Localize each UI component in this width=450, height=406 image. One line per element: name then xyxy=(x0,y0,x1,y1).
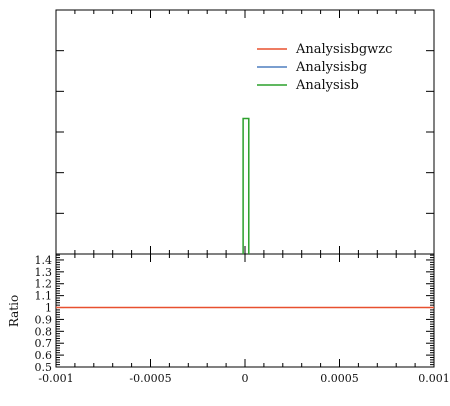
ratio-y-axis-label: Ratio xyxy=(7,295,21,327)
x-tick-label: 0 xyxy=(242,372,249,385)
x-tick-label: -0.001 xyxy=(38,372,73,385)
legend-label-analysisbgwzc: Analysisbgwzc xyxy=(295,42,392,57)
y-tick-label: 0.9 xyxy=(35,313,53,326)
legend-label-analysisbg: Analysisbg xyxy=(295,60,367,75)
legend: Analysisbgwzc Analysisbg Analysisb xyxy=(257,42,392,93)
y-tick-label: 1.3 xyxy=(35,266,53,279)
y-tick-label: 0.8 xyxy=(35,325,53,338)
main-ticks xyxy=(55,9,435,255)
main-series xyxy=(242,117,250,254)
x-tick-label: 0.001 xyxy=(418,372,450,385)
legend-label-analysisb: Analysisb xyxy=(295,78,359,93)
x-tick-label: 0.0005 xyxy=(320,372,359,385)
ratio-plot-frame xyxy=(55,253,435,368)
ratio-ticks xyxy=(55,254,435,368)
x-tick-labels: -0.001 -0.0005 0 0.0005 0.001 xyxy=(38,372,449,385)
y-tick-label: 1.4 xyxy=(35,254,53,267)
y-tick-label: 0.6 xyxy=(35,349,53,362)
x-tick-label: -0.0005 xyxy=(129,372,171,385)
y-tick-labels: 1.41.31.21.110.90.80.70.60.5 xyxy=(35,254,53,374)
y-tick-label: 1.1 xyxy=(35,290,53,303)
y-tick-label: 0.7 xyxy=(35,337,53,350)
y-tick-label: 1.2 xyxy=(35,278,53,291)
y-tick-label: 1 xyxy=(45,302,52,315)
series-line-analysisb xyxy=(242,117,250,254)
y-tick-label: 0.5 xyxy=(35,361,53,374)
